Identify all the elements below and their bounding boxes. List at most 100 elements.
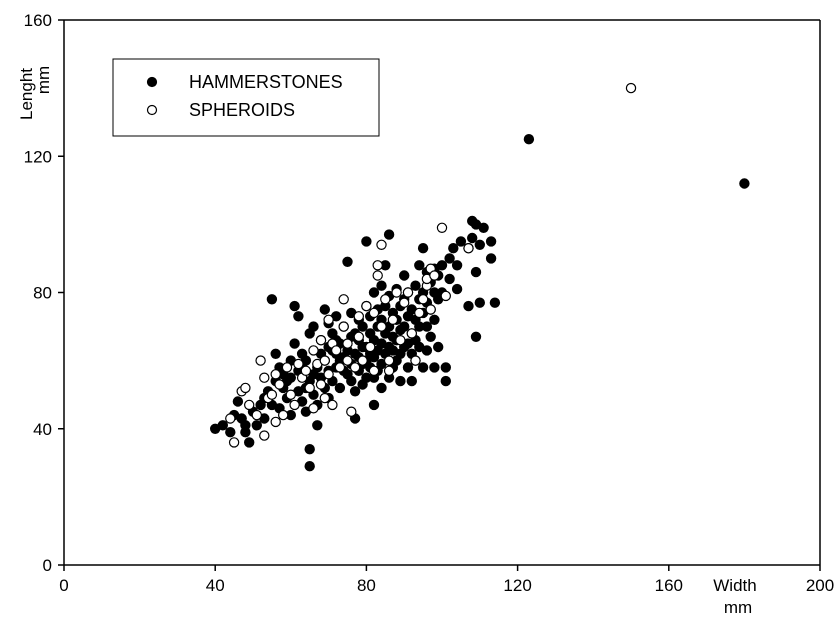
point-spheroids <box>342 338 353 349</box>
x-tick-label: 80 <box>357 576 376 595</box>
y-tick-label: 0 <box>43 556 52 575</box>
x-tick-label: 120 <box>503 576 531 595</box>
legend-box <box>112 58 380 137</box>
point-hammerstones <box>417 362 429 373</box>
point-hammerstones <box>485 236 497 247</box>
point-hammerstones <box>266 294 278 305</box>
point-hammerstones <box>289 338 300 349</box>
legend-label-hammerstones: HAMMERSTONES <box>189 72 343 92</box>
point-hammerstones <box>433 341 444 353</box>
point-spheroids <box>251 409 262 421</box>
point-spheroids <box>338 321 349 332</box>
point-hammerstones <box>523 133 535 145</box>
point-hammerstones <box>399 321 410 332</box>
point-hammerstones <box>395 375 406 387</box>
legend-marker-spheroids <box>146 104 158 116</box>
point-hammerstones <box>217 420 228 431</box>
point-hammerstones <box>429 362 440 373</box>
point-hammerstones <box>440 375 451 387</box>
point-hammerstones <box>410 280 421 291</box>
point-spheroids <box>349 362 361 373</box>
point-hammerstones <box>485 253 497 264</box>
point-spheroids <box>243 399 255 411</box>
point-spheroids <box>361 300 372 312</box>
point-spheroids <box>417 294 429 305</box>
point-spheroids <box>255 355 266 366</box>
point-spheroids <box>406 328 417 339</box>
y-tick-label: 160 <box>24 11 52 30</box>
y-axis-unit: mm <box>34 66 53 94</box>
x-axis-unit: mm <box>724 598 752 617</box>
point-spheroids <box>353 331 364 342</box>
point-spheroids <box>270 416 281 428</box>
point-hammerstones <box>429 314 440 325</box>
point-spheroids <box>319 355 330 366</box>
point-hammerstones <box>467 232 478 244</box>
point-hammerstones <box>357 321 368 332</box>
point-hammerstones <box>463 300 474 312</box>
point-spheroids <box>259 372 270 383</box>
point-hammerstones <box>270 348 281 359</box>
point-hammerstones <box>243 437 255 448</box>
point-spheroids <box>372 260 383 271</box>
y-axis-ticks: 0 40 80 120 160 <box>24 11 64 575</box>
point-hammerstones <box>342 256 353 267</box>
point-spheroids <box>380 294 391 305</box>
point-hammerstones <box>470 331 482 342</box>
y-tick-label: 80 <box>33 284 52 303</box>
point-spheroids <box>327 399 338 411</box>
point-hammerstones <box>474 297 485 308</box>
point-hammerstones <box>289 300 300 312</box>
point-spheroids <box>319 392 330 404</box>
point-spheroids <box>429 270 440 281</box>
point-spheroids <box>425 304 436 315</box>
point-spheroids <box>383 365 395 376</box>
point-hammerstones <box>240 420 251 431</box>
point-hammerstones <box>478 222 489 233</box>
point-spheroids <box>278 409 289 421</box>
y-axis-title: Lenght <box>17 68 36 120</box>
point-hammerstones <box>319 304 330 315</box>
x-tick-label: 0 <box>59 576 68 595</box>
point-hammerstones <box>440 362 451 373</box>
point-spheroids <box>259 430 270 441</box>
point-spheroids <box>399 297 410 308</box>
point-hammerstones <box>448 242 459 254</box>
point-spheroids <box>338 294 349 305</box>
point-hammerstones <box>293 311 304 322</box>
point-spheroids <box>285 389 296 400</box>
point-spheroids <box>315 379 327 390</box>
point-hammerstones <box>489 297 501 308</box>
point-spheroids <box>289 399 300 411</box>
legend: HAMMERSTONES SPHEROIDS <box>112 58 380 137</box>
point-spheroids <box>315 335 327 346</box>
point-hammerstones <box>304 461 315 472</box>
point-spheroids <box>346 406 357 417</box>
point-spheroids <box>463 242 474 254</box>
x-tick-label: 40 <box>206 576 225 595</box>
point-hammerstones <box>444 253 455 264</box>
point-spheroids <box>331 345 342 356</box>
point-spheroids <box>293 358 304 370</box>
point-hammerstones <box>421 321 433 332</box>
point-spheroids <box>300 365 312 376</box>
point-spheroids <box>376 239 387 250</box>
point-hammerstones <box>376 382 387 394</box>
point-spheroids <box>436 222 448 233</box>
point-hammerstones <box>368 287 380 298</box>
point-spheroids <box>225 413 236 424</box>
point-hammerstones <box>304 444 315 455</box>
point-hammerstones <box>349 386 361 397</box>
point-hammerstones <box>368 399 380 411</box>
point-spheroids <box>368 365 380 376</box>
point-hammerstones <box>346 375 357 387</box>
point-spheroids <box>440 290 451 302</box>
point-spheroids <box>365 341 376 353</box>
point-spheroids <box>240 382 251 394</box>
point-hammerstones <box>470 266 482 278</box>
point-spheroids <box>383 355 395 366</box>
point-hammerstones <box>739 178 750 189</box>
point-spheroids <box>323 314 334 325</box>
point-hammerstones <box>455 236 467 247</box>
